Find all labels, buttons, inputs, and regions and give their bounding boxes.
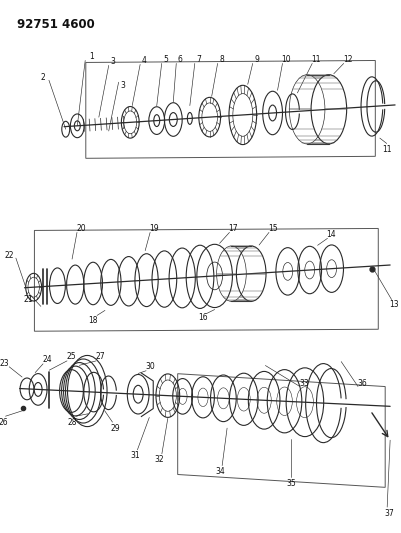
Text: 19: 19 — [149, 224, 159, 233]
Text: 3: 3 — [110, 57, 115, 66]
Text: 13: 13 — [389, 300, 399, 309]
Text: 10: 10 — [282, 55, 291, 64]
Text: 12: 12 — [343, 55, 352, 64]
Text: 33: 33 — [299, 379, 309, 388]
Text: 11: 11 — [382, 145, 391, 154]
Text: 6: 6 — [178, 55, 182, 64]
Text: 5: 5 — [163, 55, 168, 64]
Text: 36: 36 — [357, 379, 367, 388]
Text: 11: 11 — [312, 55, 321, 64]
Text: 24: 24 — [42, 356, 52, 365]
Text: 34: 34 — [215, 467, 225, 476]
Text: 92751 4600: 92751 4600 — [16, 18, 94, 31]
Text: 32: 32 — [154, 455, 164, 464]
Text: 31: 31 — [131, 451, 140, 460]
Text: 21: 21 — [23, 295, 33, 304]
Text: 18: 18 — [88, 316, 98, 325]
Text: 35: 35 — [286, 479, 296, 488]
Text: 23: 23 — [0, 359, 9, 368]
Text: 4: 4 — [142, 56, 146, 65]
Text: 25: 25 — [66, 352, 76, 361]
Text: 27: 27 — [95, 352, 105, 361]
Text: 7: 7 — [196, 55, 201, 64]
Text: 17: 17 — [229, 224, 238, 233]
Text: 26: 26 — [0, 418, 8, 426]
Text: 29: 29 — [111, 424, 120, 433]
Text: 37: 37 — [384, 508, 394, 518]
Text: 8: 8 — [219, 55, 224, 64]
Text: 3: 3 — [120, 80, 125, 90]
Text: 15: 15 — [268, 224, 278, 233]
Text: 28: 28 — [67, 418, 77, 426]
Text: 2: 2 — [41, 73, 45, 82]
Text: 9: 9 — [254, 55, 259, 64]
Text: 16: 16 — [198, 313, 208, 322]
Text: 14: 14 — [327, 230, 336, 239]
Text: 20: 20 — [76, 224, 86, 233]
Text: 22: 22 — [4, 251, 14, 260]
Text: 1: 1 — [89, 52, 93, 61]
Text: 30: 30 — [145, 362, 155, 372]
